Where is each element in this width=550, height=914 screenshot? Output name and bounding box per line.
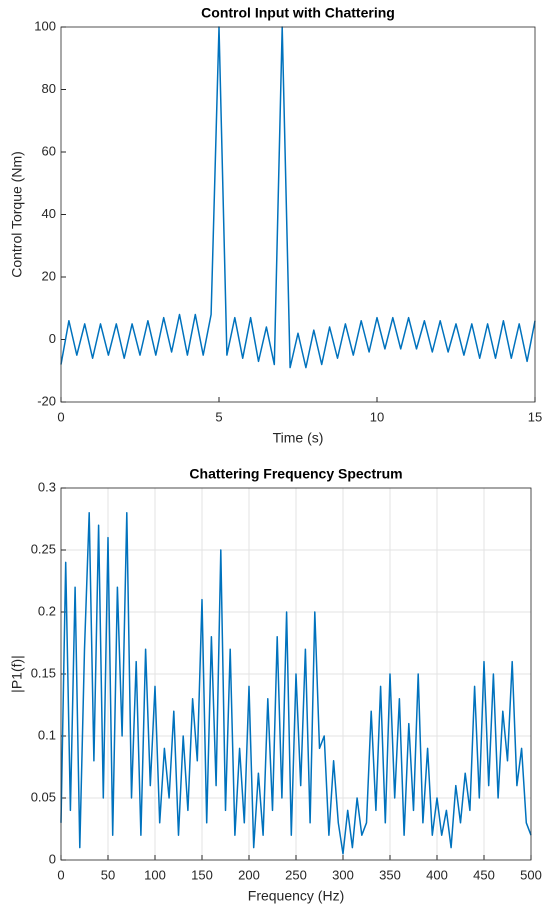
x-axis-label: Time (s) [273, 430, 324, 446]
y-tick-label: 0 [49, 331, 56, 346]
axes-box [60, 26, 536, 403]
x-tick-label: 15 [528, 409, 542, 424]
axes-box [60, 487, 532, 861]
x-tick-label: 0 [57, 409, 64, 424]
x-axis-label: Frequency (Hz) [248, 888, 344, 904]
y-tick-label: 60 [42, 143, 56, 158]
x-tick-label: 10 [370, 409, 384, 424]
data-line [60, 512, 532, 855]
x-tick-label: 150 [191, 867, 213, 882]
y-tick-label: 0.3 [38, 479, 56, 494]
x-tick-label: 250 [285, 867, 307, 882]
y-tick-label: 20 [42, 268, 56, 283]
x-tick-label: 450 [473, 867, 495, 882]
y-tick-label: 0.1 [38, 727, 56, 742]
data-line [60, 26, 536, 369]
y-axis-label: Control Torque (Nm) [9, 151, 25, 278]
y-tick-label: 0.25 [31, 541, 56, 556]
chart-title: Chattering Frequency Spectrum [189, 466, 402, 482]
y-axis-label: |P1(f)| [9, 655, 25, 693]
x-tick-label: 300 [332, 867, 354, 882]
x-tick-label: 5 [215, 409, 222, 424]
x-tick-label: 100 [144, 867, 166, 882]
y-tick-label: 0.05 [31, 789, 56, 804]
y-tick-label: 0.15 [31, 665, 56, 680]
y-tick-label: 0.2 [38, 603, 56, 618]
y-tick-label: -20 [37, 393, 56, 408]
chart-title: Control Input with Chattering [201, 5, 395, 21]
y-tick-label: 80 [42, 81, 56, 96]
x-tick-label: 350 [379, 867, 401, 882]
plot-area [61, 27, 535, 402]
y-tick-label: 40 [42, 206, 56, 221]
x-tick-label: 50 [101, 867, 115, 882]
y-tick-label: 0 [49, 851, 56, 866]
y-tick-label: 100 [34, 18, 56, 33]
x-tick-label: 0 [57, 867, 64, 882]
x-tick-label: 500 [520, 867, 542, 882]
x-tick-label: 400 [426, 867, 448, 882]
x-tick-label: 200 [238, 867, 260, 882]
